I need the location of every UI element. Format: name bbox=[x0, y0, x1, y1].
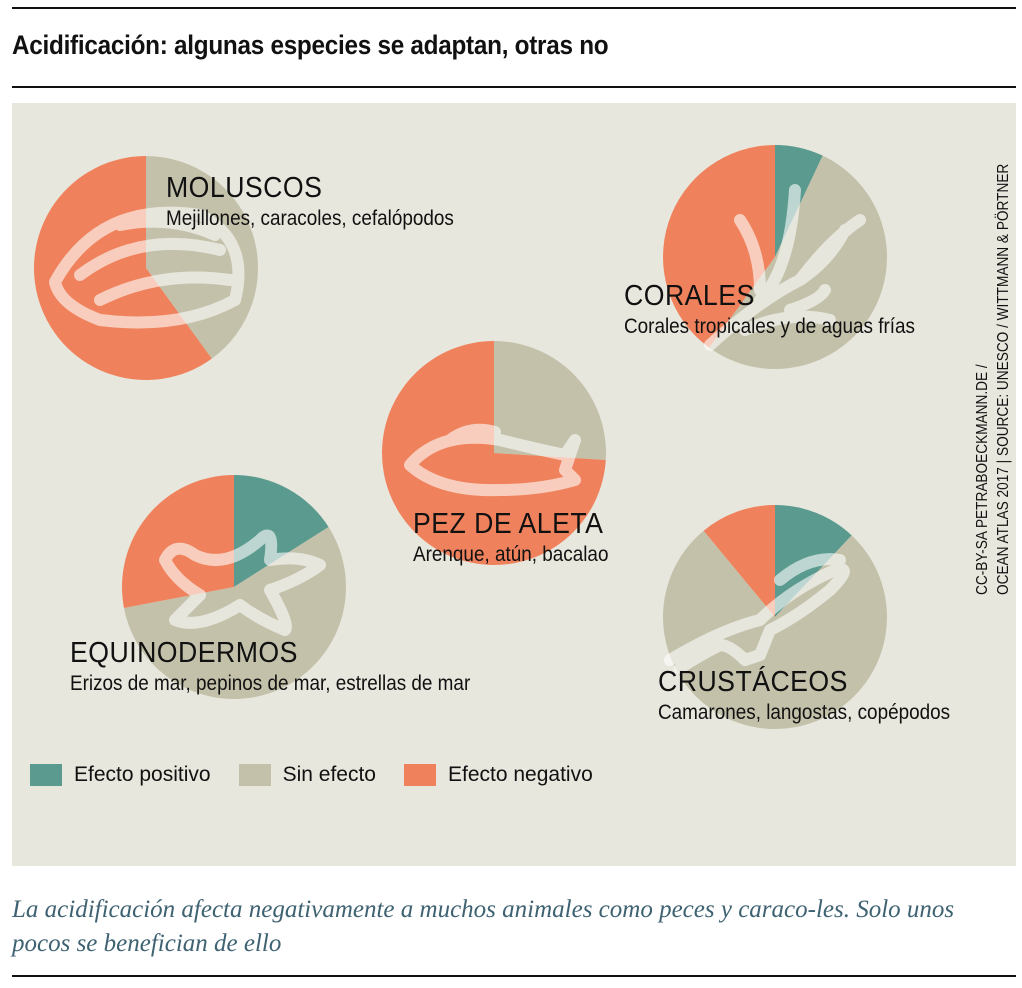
legend-swatch bbox=[403, 764, 436, 786]
legend-item-positive: Efecto positivo bbox=[30, 763, 211, 787]
pie-slice-negative bbox=[382, 341, 606, 566]
pie-4 bbox=[663, 505, 887, 730]
pie-1 bbox=[662, 145, 888, 369]
credit-line: CC-BY-SA PETRABOECKMANN.DE / bbox=[974, 364, 991, 595]
pie-2 bbox=[382, 341, 606, 566]
pie-label-pez: PEZ DE ALETA Arenque, atún, bacalao bbox=[413, 508, 630, 567]
legend: Efecto positivo Sin efecto Efecto negati… bbox=[30, 763, 621, 787]
starfish-icon bbox=[159, 529, 326, 636]
coral-icon bbox=[704, 184, 866, 351]
legend-label: Efecto negativo bbox=[447, 763, 593, 786]
credit-line: OCEAN ATLAS 2017 | SOURCE: UNESCO / WITT… bbox=[995, 163, 1012, 595]
legend-label: Sin efecto bbox=[282, 763, 376, 786]
pie-title: CRUSTÁCEOS bbox=[658, 666, 848, 698]
pie-label-equinodermos: EQUINODERMOS Erizos de mar, pepinos de ma… bbox=[70, 637, 515, 696]
pie-slice-negative bbox=[703, 505, 775, 617]
legend-item-none: Sin efecto bbox=[238, 763, 376, 787]
fish-icon bbox=[404, 423, 581, 497]
lobster-icon bbox=[664, 553, 850, 674]
pie-3 bbox=[121, 475, 346, 699]
pie-0 bbox=[34, 156, 259, 380]
pie-subtitle: Mejillones, caracoles, cefalópodos bbox=[166, 207, 454, 230]
legend-swatch bbox=[30, 764, 62, 786]
pie-subtitle: Arenque, atún, bacalao bbox=[413, 543, 609, 566]
caption: La acidificación afecta negativamente a … bbox=[12, 896, 955, 957]
pie-slice-none bbox=[494, 341, 606, 461]
chart-title: Acidificación: algunas especies se adapt… bbox=[12, 30, 609, 60]
pie-subtitle: Erizos de mar, pepinos de mar, estrellas… bbox=[70, 672, 471, 695]
top-rule bbox=[12, 7, 1016, 9]
pie-subtitle: Camarones, langostas, copépodos bbox=[658, 701, 951, 724]
pie-title: EQUINODERMOS bbox=[70, 637, 298, 669]
pie-title: CORALES bbox=[624, 280, 755, 312]
legend-item-negative: Efecto negativo bbox=[403, 763, 593, 787]
pie-slice-positive bbox=[234, 475, 329, 587]
pie-label-corales: CORALES Corales tropicales y de aguas frí… bbox=[624, 280, 947, 339]
bottom-rule bbox=[12, 975, 1016, 977]
pie-slice-negative bbox=[662, 145, 775, 348]
legend-label: Efecto positivo bbox=[74, 763, 211, 786]
pie-slice-negative bbox=[121, 475, 234, 608]
pie-label-crustaceos: CRUSTÁCEOS Camarones, langostas, copépodo… bbox=[658, 666, 983, 725]
pie-title: MOLUSCOS bbox=[166, 172, 323, 204]
title-rule bbox=[12, 86, 1016, 88]
pie-subtitle: Corales tropicales y de aguas frías bbox=[624, 315, 915, 338]
source-credit: CC-BY-SA PETRABOECKMANN.DE / OCEAN ATLAS… bbox=[972, 105, 1014, 595]
pie-title: PEZ DE ALETA bbox=[413, 508, 604, 540]
clam-icon bbox=[49, 206, 245, 329]
pie-label-moluscos: MOLUSCOS Mejillones, caracoles, cefalópod… bbox=[166, 172, 486, 231]
legend-swatch bbox=[238, 764, 271, 786]
